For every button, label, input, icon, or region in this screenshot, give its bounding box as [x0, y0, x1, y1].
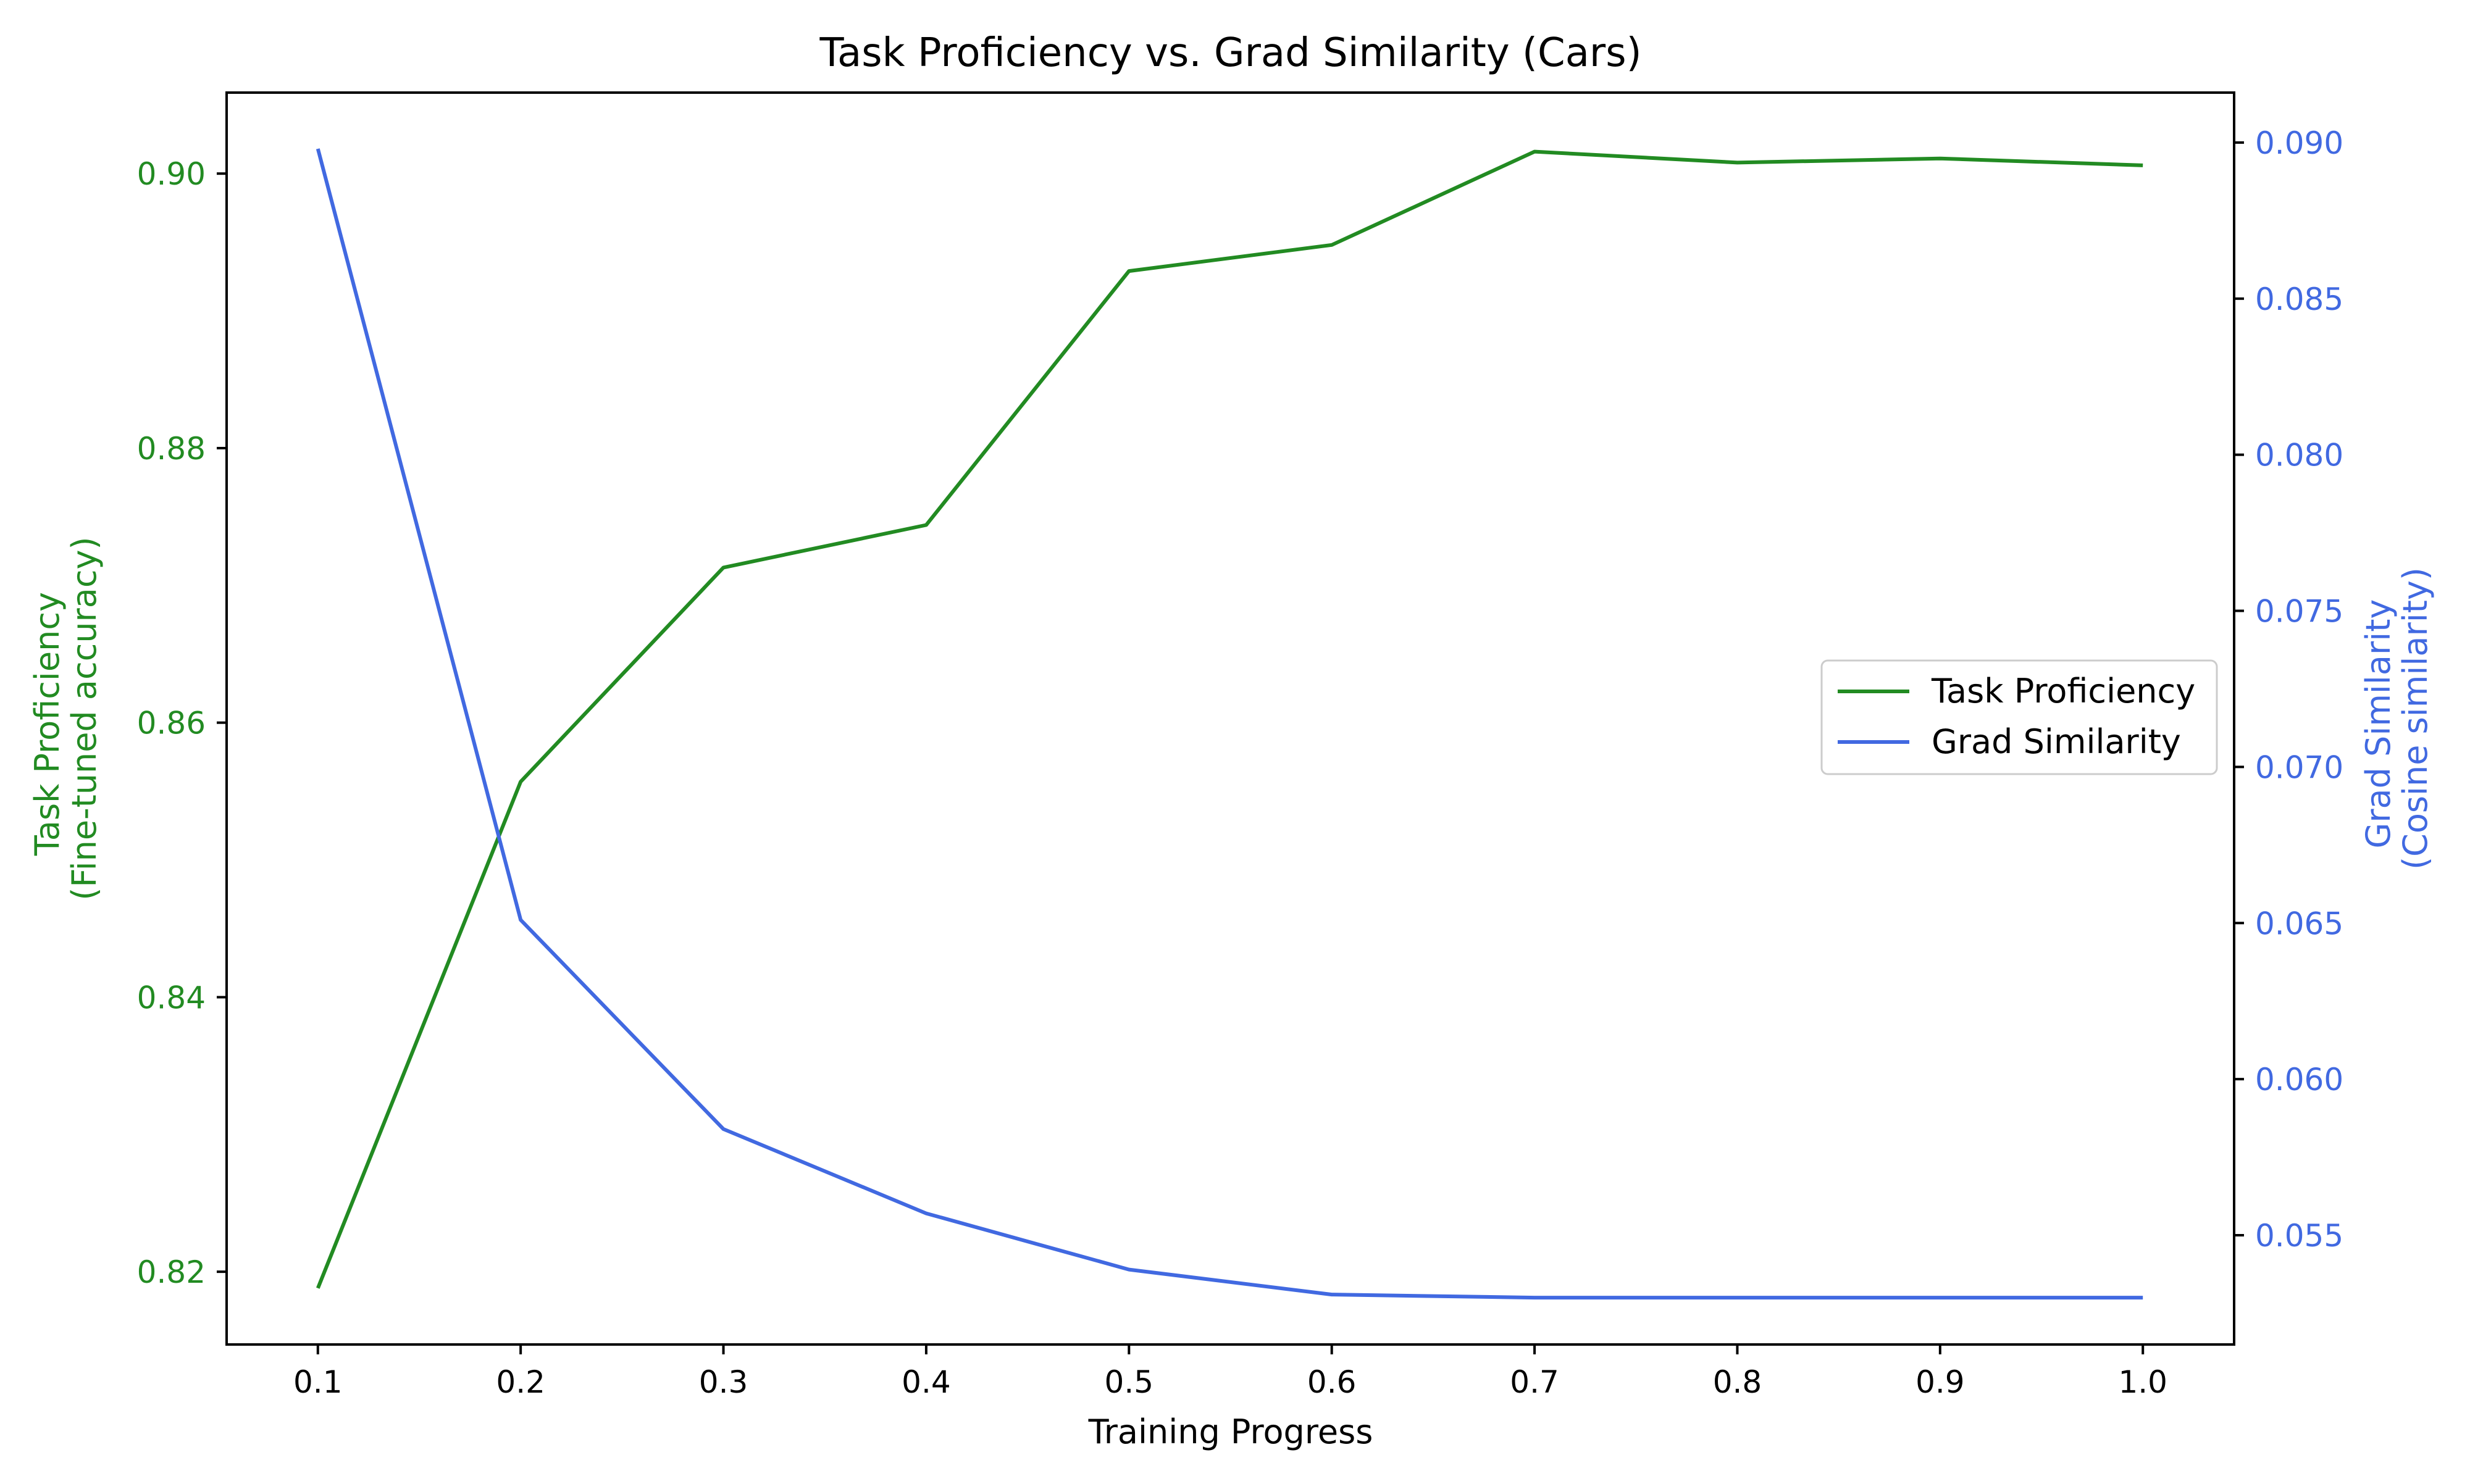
- chart-title: Task Proficiency vs. Grad Similarity (Ca…: [819, 30, 1641, 76]
- x-tick-label-4: 0.5: [1105, 1364, 1154, 1400]
- series-lines: [316, 148, 2143, 1300]
- right-y-tick-label-6: 0.085: [2255, 281, 2343, 317]
- right-y-axis-label: Grad Similarity (Cosine similarity): [2359, 567, 2435, 870]
- right-y-axis-label-line1: Grad Similarity: [2359, 599, 2398, 849]
- left-y-tick-label-4: 0.90: [137, 156, 206, 192]
- legend: Task Proficiency Grad Similarity: [1820, 659, 2218, 775]
- x-tick-label-0: 0.1: [293, 1364, 343, 1400]
- right-y-tick-label-4: 0.075: [2255, 594, 2343, 630]
- left-y-tick-label-2: 0.86: [137, 706, 206, 741]
- x-axis: 0.1 0.2 0.3 0.4 0.5 0.6 0.7 0.8 0.9 1.0: [293, 1344, 2167, 1400]
- plot-frame: [225, 91, 2235, 1346]
- right-y-axis-label-line2: (Cosine similarity): [2396, 567, 2435, 870]
- right-y-tick-label-2: 0.065: [2255, 906, 2343, 941]
- right-y-tick-label-0: 0.055: [2255, 1218, 2343, 1254]
- x-tick-label-3: 0.4: [902, 1364, 951, 1400]
- x-axis-label: Training Progress: [1088, 1412, 1373, 1451]
- right-y-axis: 0.055 0.060 0.065 0.070 0.075 0.080 0.085 0.090: [2234, 125, 2343, 1254]
- series-line-grad-similarity: [316, 148, 2143, 1300]
- right-y-tick-label-1: 0.060: [2255, 1062, 2343, 1098]
- right-y-tick-label-7: 0.090: [2255, 125, 2343, 161]
- left-y-tick-label-1: 0.84: [137, 980, 206, 1015]
- right-y-tick-label-3: 0.070: [2255, 749, 2343, 785]
- legend-label-task-proficiency: Task Proficiency: [1931, 672, 2195, 711]
- left-y-tick-label-0: 0.82: [137, 1254, 206, 1290]
- x-tick-label-6: 0.7: [1510, 1364, 1559, 1400]
- legend-box: [1820, 659, 2218, 775]
- left-y-axis-label-line1: Task Proficiency: [28, 592, 67, 856]
- x-tick-label-5: 0.6: [1307, 1364, 1357, 1400]
- x-tick-label-1: 0.2: [496, 1364, 545, 1400]
- left-y-tick-label-3: 0.88: [137, 431, 206, 467]
- x-tick-label-9: 1.0: [2118, 1364, 2167, 1400]
- right-y-tick-label-5: 0.080: [2255, 438, 2343, 473]
- left-y-axis: 0.82 0.84 0.86 0.88 0.90: [137, 156, 227, 1290]
- legend-label-grad-similarity: Grad Similarity: [1932, 722, 2181, 761]
- left-y-axis-label: Task Proficiency (Fine-tuned accuracy): [28, 536, 104, 900]
- left-y-axis-label-line2: (Fine-tuned accuracy): [65, 536, 104, 900]
- x-tick-label-7: 0.8: [1713, 1364, 1762, 1400]
- x-tick-label-2: 0.3: [699, 1364, 748, 1400]
- x-tick-label-8: 0.9: [1915, 1364, 1965, 1400]
- series-line-task-proficiency: [316, 149, 2143, 1289]
